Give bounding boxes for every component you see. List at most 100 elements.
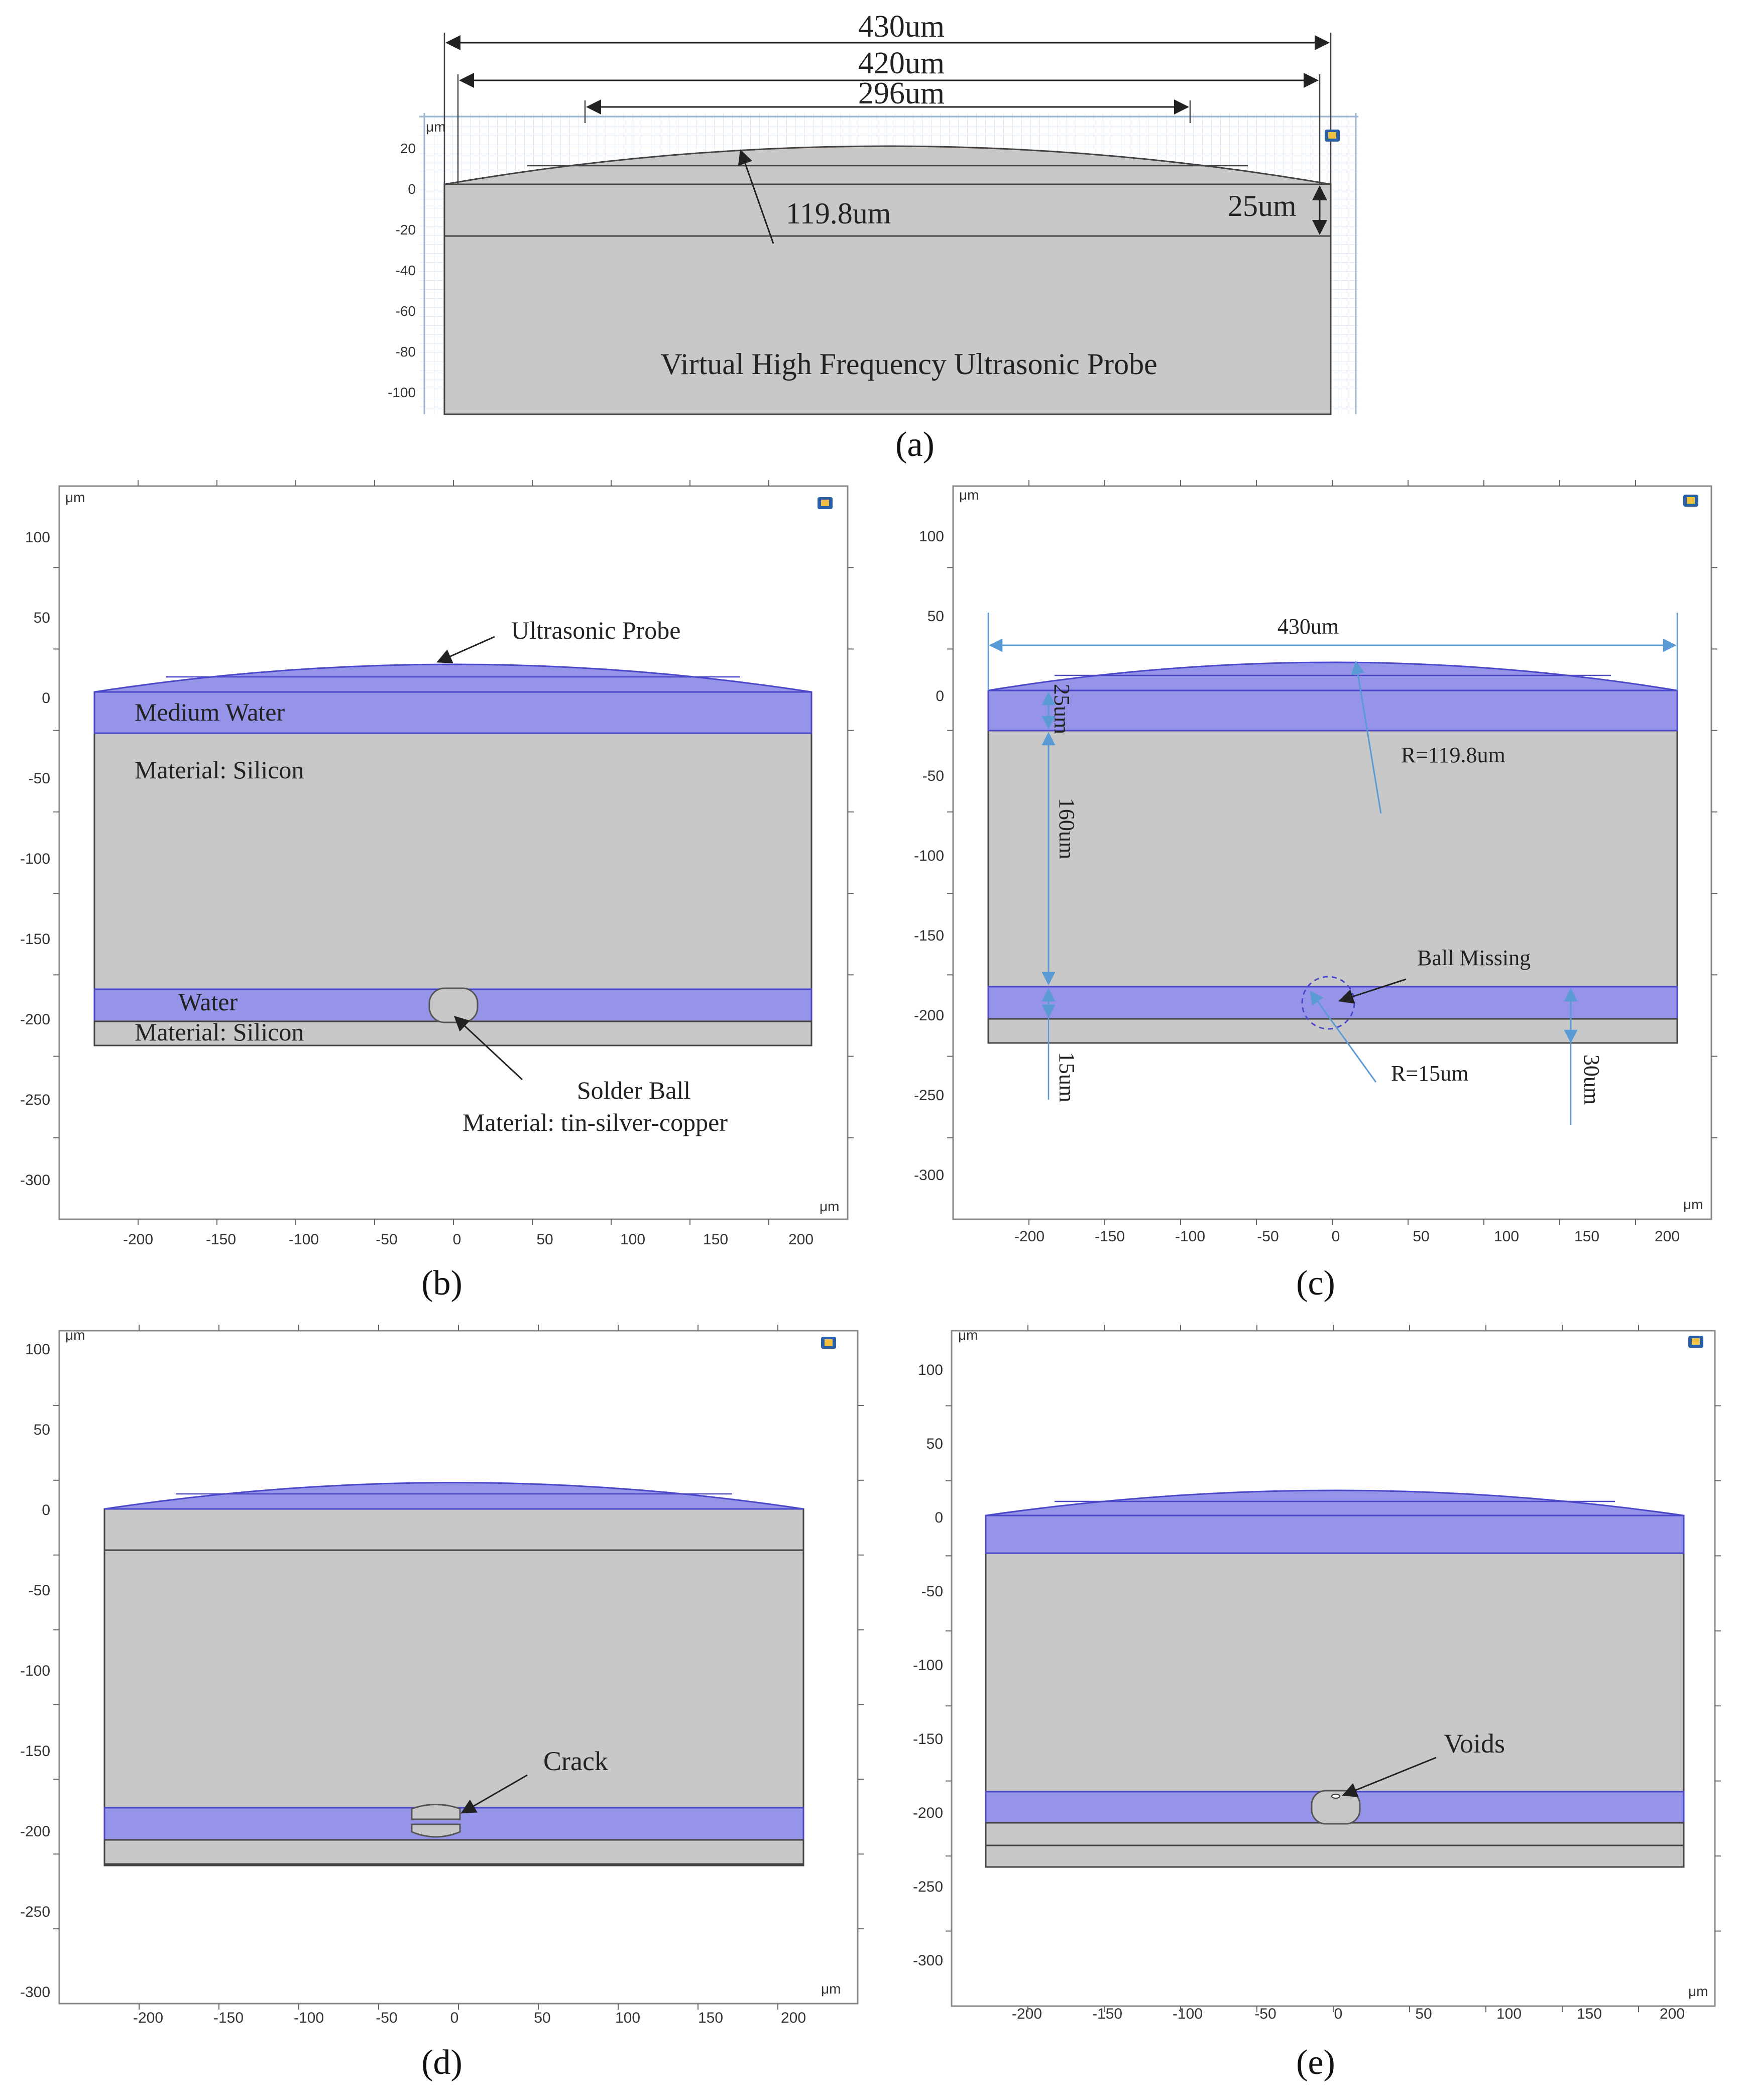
- panel-c-xtick: 150: [1574, 1228, 1599, 1245]
- panel-a-thickness-text: 25um: [1228, 189, 1297, 222]
- panel-c-silicon-top: [987, 689, 1678, 1043]
- panel-a-dim-420-text: 420um: [858, 46, 945, 80]
- panel-d-xtick: -100: [294, 2010, 324, 2026]
- panel-c-dim-30-text: 30um: [1579, 1055, 1604, 1105]
- panel-e-xtick: 50: [1415, 2006, 1432, 2022]
- panel-b-ytick: -250: [20, 1092, 50, 1108]
- panel-c-ytick: 50: [927, 608, 944, 625]
- panel-c-app-icon: [1683, 495, 1698, 507]
- panel-c-xtick: 200: [1655, 1228, 1680, 1245]
- panel-c-dim-25-text: 25um: [1050, 684, 1074, 734]
- panel-c-xtick: 100: [1494, 1228, 1519, 1245]
- panel-d-xtick: -200: [133, 2010, 163, 2026]
- panel-b-medium-label: Medium Water: [135, 698, 285, 726]
- panel-c-probe-lens: [988, 661, 1678, 691]
- panel-b-medium-water: [93, 691, 812, 734]
- panel-c-xtick: -200: [1014, 1228, 1044, 1245]
- panel-b-caption: (b): [421, 1264, 462, 1303]
- panel-c-radius-arrow: [1351, 660, 1382, 814]
- panel-c-medium-water: [987, 689, 1678, 732]
- panel-e-xtick: 100: [1496, 2006, 1522, 2022]
- panel-c-width-label: 430um: [1277, 614, 1339, 639]
- panel-c-xtick: 0: [1332, 1228, 1340, 1245]
- panel-e-voids-label: Voids: [1444, 1728, 1505, 1759]
- panel-e-caption: (e): [1296, 2043, 1335, 2082]
- panel-b-xtick: 200: [788, 1231, 814, 1248]
- panel-a: 430um 420um 296um 119.8um 25um Virtual H…: [388, 10, 1358, 464]
- panel-b-xtick: -200: [123, 1231, 153, 1248]
- panel-d-ytick: -200: [20, 1823, 50, 1840]
- panel-c-dim-15-text: 15um: [1055, 1052, 1079, 1102]
- panel-a-radius-text: 119.8um: [786, 197, 891, 230]
- panel-c-ytick: -50: [922, 768, 944, 784]
- panel-e-ytick: 50: [926, 1436, 943, 1452]
- panel-d-ytick: -100: [20, 1663, 50, 1679]
- panel-a-ytick: 0: [408, 181, 416, 197]
- panel-d-silicon-top: [103, 1508, 804, 1866]
- panel-e-silicon-bottom: [985, 1822, 1685, 1846]
- panel-c-ytick: -100: [914, 848, 944, 864]
- panel-b-ytick: -100: [20, 851, 50, 867]
- panel-d-xtick: 50: [534, 2010, 550, 2026]
- panel-c-unit-bottom: μm: [1683, 1197, 1703, 1212]
- panel-d-xtick: 150: [698, 2010, 723, 2026]
- panel-d-ball-upper-half: [411, 1804, 461, 1820]
- panel-d-crack-label: Crack: [543, 1746, 608, 1776]
- panel-c-ball-radius-arrow: [1310, 990, 1377, 1083]
- panel-c-radius-label: R=119.8um: [1401, 743, 1505, 767]
- frame-tick-marks: [53, 480, 1721, 2012]
- panel-e-unit-bottom: μm: [1688, 1984, 1708, 1999]
- panel-b-ball-material: Material: tin-silver-copper: [462, 1108, 728, 1136]
- panel-a-ytick: 20: [400, 141, 416, 156]
- panel-a-ytick: -40: [396, 263, 416, 278]
- panel-a-dim-296-text: 296um: [858, 76, 945, 110]
- panel-e-ytick: 100: [918, 1362, 943, 1378]
- panel-c-ytick: -150: [914, 927, 944, 944]
- panel-c-xtick: -50: [1257, 1228, 1279, 1245]
- panel-a-caption: (a): [895, 425, 935, 464]
- panel-c: 430um R=119.8um 25um 160um 15um 30um Bal…: [914, 485, 1712, 1303]
- panel-e-medium-water: [985, 1514, 1685, 1554]
- panel-b-probe-arrow: [436, 636, 495, 663]
- panel-e-ytick: -250: [913, 1879, 943, 1895]
- panel-c-caption: (c): [1296, 1264, 1335, 1303]
- panel-d-ytick: -250: [20, 1904, 50, 1920]
- panel-b-material-top: Material: Silicon: [135, 756, 304, 784]
- panel-e-probe-lens: [985, 1489, 1684, 1516]
- panel-e-xtick: 0: [1334, 2006, 1343, 2022]
- panel-b-ytick: -300: [20, 1172, 50, 1189]
- panel-c-ball-radius-label: R=15um: [1391, 1061, 1468, 1086]
- panel-e-unit-top: μm: [958, 1327, 978, 1343]
- panel-e-ytick: -50: [921, 1583, 943, 1600]
- panel-b-silicon-top: [93, 691, 812, 1042]
- panel-b-unit-bottom: μm: [820, 1199, 839, 1214]
- panel-d-xtick: 100: [615, 2010, 640, 2026]
- panel-d-ytick: 50: [34, 1422, 50, 1438]
- panel-c-ytick: 100: [919, 528, 944, 545]
- panel-d-silicon-bottom: [103, 1839, 804, 1865]
- panel-e-xtick: -200: [1012, 2006, 1042, 2022]
- panel-e-xtick: -50: [1254, 2006, 1276, 2022]
- panel-d-ytick: -150: [20, 1743, 50, 1760]
- panel-c-dim-160-text: 160um: [1055, 798, 1079, 859]
- panel-a-unit: μm: [426, 119, 445, 135]
- panel-c-ytick: 0: [936, 688, 944, 705]
- panel-c-silicon-bottom: [987, 1018, 1678, 1044]
- panel-b-ytick: -200: [20, 1011, 50, 1028]
- panel-c-water-layer: [987, 986, 1678, 1020]
- panel-a-ytick: -60: [396, 303, 416, 319]
- panel-c-ytick: -300: [914, 1167, 944, 1184]
- panel-e-ytick: -150: [913, 1731, 943, 1747]
- panel-d-caption: (d): [421, 2043, 462, 2082]
- panel-b-ytick: -150: [20, 931, 50, 948]
- panel-e-app-icon: [1688, 1336, 1703, 1348]
- panel-d-unit-top: μm: [65, 1327, 85, 1343]
- panel-d-ytick: 100: [25, 1341, 50, 1358]
- panel-e-ytick: -100: [913, 1657, 943, 1674]
- panel-b-xtick: 100: [620, 1231, 645, 1248]
- panel-d-app-icon: [821, 1337, 836, 1349]
- panel-a-radius-arrow: [738, 149, 774, 244]
- panel-e-void: [1331, 1794, 1340, 1799]
- panel-d-xtick: 200: [781, 2010, 806, 2026]
